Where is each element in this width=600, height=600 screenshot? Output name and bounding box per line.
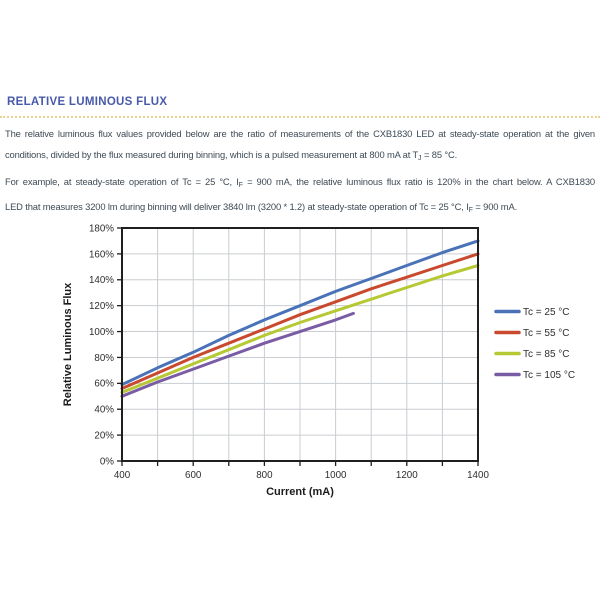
series-line-0 <box>120 239 480 387</box>
x-tick-label: 1000 <box>325 470 347 481</box>
intro-line-2: conditions, divided by the flux measured… <box>5 149 458 162</box>
legend-label-3: Tc = 105 °C <box>523 370 575 381</box>
y-tick-label: 160% <box>89 249 114 260</box>
legend-label-0: Tc = 25 °C <box>523 307 570 318</box>
example-paragraph: For example, at steady-state operation o… <box>5 171 595 221</box>
x-tick-label: 800 <box>256 470 273 481</box>
series-line-3 <box>120 311 355 398</box>
x-tick-label: 1200 <box>396 470 418 481</box>
intro-line-1: The relative luminous flux values provid… <box>5 128 595 139</box>
subscript-f: F <box>238 182 243 189</box>
series-line-1 <box>120 252 480 390</box>
example-line-2: LED that measures 3200 lm during binning… <box>5 201 518 214</box>
x-tick-label: 600 <box>185 470 202 481</box>
x-tick-label: 400 <box>114 470 131 481</box>
y-tick-label: 140% <box>89 275 114 286</box>
y-tick-label: 100% <box>89 327 114 338</box>
x-tick-label: 1400 <box>467 470 489 481</box>
intro-paragraph: The relative luminous flux values provid… <box>5 123 595 169</box>
subscript-j: J <box>418 155 422 162</box>
y-tick-label: 20% <box>94 431 114 442</box>
y-tick-label: 120% <box>89 301 114 312</box>
y-tick-label: 180% <box>89 223 114 234</box>
plot-frame <box>121 227 479 462</box>
y-tick-label: 0% <box>100 456 114 467</box>
legend-label-2: Tc = 85 °C <box>523 349 570 360</box>
y-tick-label: 80% <box>94 353 114 364</box>
example-line-1: For example, at steady-state operation o… <box>5 176 595 189</box>
y-axis-title: Relative Luminous Flux <box>62 282 74 406</box>
x-axis-title: Current (mA) <box>266 486 334 498</box>
heading-divider <box>0 116 600 118</box>
section-heading: RELATIVE LUMINOUS FLUX <box>7 96 168 108</box>
y-tick-label: 40% <box>94 405 114 416</box>
legend-label-1: Tc = 55 °C <box>523 328 570 339</box>
y-tick-label: 60% <box>94 379 114 390</box>
relative-luminous-flux-chart: 400 600 800 1000 1200 1400 0% 20% 40% 60% 80% 100% 1… <box>62 223 575 498</box>
series-line-2 <box>120 264 480 394</box>
subscript-f: F <box>468 207 473 214</box>
